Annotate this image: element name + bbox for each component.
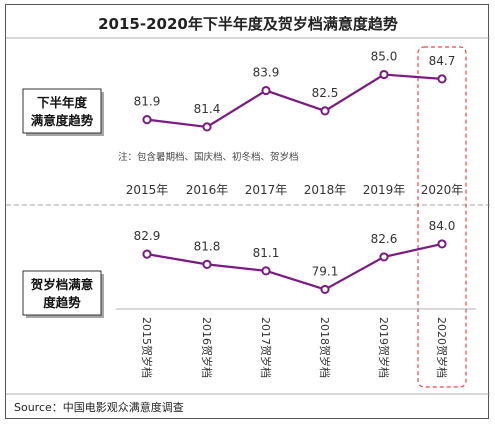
bottom-series-value-label: 82.9 <box>134 229 161 243</box>
year-label: 2019年 <box>363 183 406 197</box>
top-series-value-label: 82.5 <box>312 86 339 100</box>
bottom-label-line-1: 贺岁档满意 <box>30 277 94 292</box>
bottom-series-value-label: 82.6 <box>371 232 398 246</box>
bottom-series-point <box>202 259 212 269</box>
bottom-series-point <box>261 266 271 276</box>
series-note: 注：包含暑期档、国庆档、初冬档、贺岁档 <box>118 151 299 163</box>
top-label-box: 下半年度 满意度趋势 <box>22 88 104 136</box>
top-series-value-label: 83.9 <box>253 66 280 80</box>
bottom-series-value-label: 81.1 <box>253 246 280 260</box>
top-series-point <box>202 122 212 132</box>
bottom-label-line-2: 度趋势 <box>43 295 81 310</box>
bottom-series-value-label: 84.0 <box>429 219 456 233</box>
bottom-series-point <box>437 239 447 249</box>
year-label: 2017年 <box>245 183 288 197</box>
category-label: 2017贺岁档 <box>259 317 273 378</box>
bottom-label-box: 贺岁档满意 度趋势 <box>22 270 104 318</box>
bottom-series-point <box>142 249 152 259</box>
bottom-category-axis: 2015贺岁档 2016贺岁档 2017贺岁档 2018贺岁档 2019贺岁档 2020贺… <box>116 308 476 378</box>
top-series-value-label: 84.7 <box>429 54 456 68</box>
bottom-series-value-label: 79.1 <box>312 264 339 278</box>
top-label-line-2: 满意度趋势 <box>31 113 94 128</box>
top-series-point <box>437 74 447 84</box>
category-label: 2020贺岁档 <box>435 317 449 378</box>
category-label: 2018贺岁档 <box>318 317 332 378</box>
category-label: 2016贺岁档 <box>200 317 214 378</box>
category-label: 2015贺岁档 <box>140 317 154 378</box>
bottom-series-value-label: 81.8 <box>194 239 221 253</box>
highlight-box <box>417 46 467 388</box>
top-series-point <box>379 69 389 80</box>
year-label: 2018年 <box>304 183 347 197</box>
top-series-line <box>146 73 443 129</box>
bottom-series: 82.9 81.8 81.1 79.1 82.6 84.0 <box>134 219 456 295</box>
top-series-point <box>142 115 152 125</box>
top-series-value-label: 81.4 <box>194 102 221 116</box>
year-label: 2015年 <box>126 183 169 197</box>
chart-frame: 2015-2020年下半年度及贺岁档满意度趋势 下半年度 满意度趋势 81.9 8… <box>5 4 490 419</box>
bottom-series-point <box>320 284 330 295</box>
top-series-point <box>320 106 330 116</box>
chart-canvas: 2015-2020年下半年度及贺岁档满意度趋势 下半年度 满意度趋势 81.98… <box>6 15 490 414</box>
top-series-point <box>261 85 271 96</box>
top-year-labels: 2015年 2016年 2017年 2018年 2019年 2020年 <box>126 183 464 197</box>
year-label: 2016年 <box>186 183 229 197</box>
top-label-line-1: 下半年度 <box>37 95 88 110</box>
top-series: 81.9 81.4 83.9 82.5 85.0 84.7 <box>134 50 456 132</box>
category-label: 2019贺岁档 <box>377 317 391 378</box>
source-note: Source：中国电影观众满意度调查 <box>14 400 184 414</box>
bottom-series-line <box>146 242 443 291</box>
year-label: 2020年 <box>421 183 464 197</box>
top-series-value-label: 81.9 <box>134 95 161 109</box>
chart-title: 2015-2020年下半年度及贺岁档满意度趋势 <box>98 15 398 33</box>
top-series-value-label: 85.0 <box>371 50 398 64</box>
bottom-series-point <box>379 252 389 262</box>
